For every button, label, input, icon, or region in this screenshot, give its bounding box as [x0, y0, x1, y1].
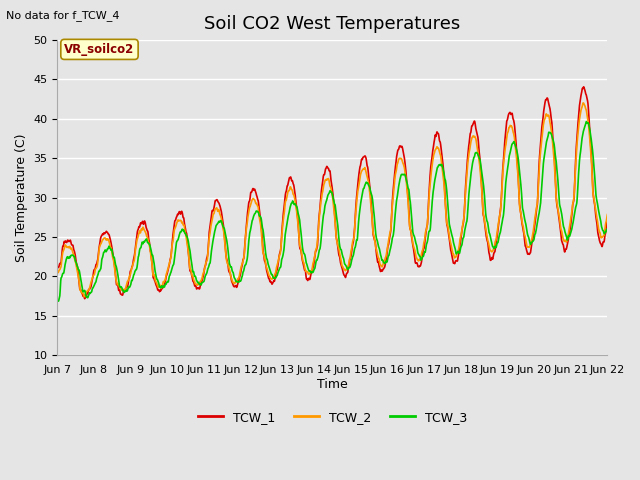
- Text: No data for f_TCW_4: No data for f_TCW_4: [6, 10, 120, 21]
- TCW_3: [264, 263, 272, 268]
- TCW_2: [593, 216, 601, 221]
- TCW_1: [604, 218, 611, 224]
- TCW_1: [580, 84, 588, 90]
- X-axis label: Time: Time: [317, 378, 348, 391]
- Text: VR_soilco2: VR_soilco2: [65, 43, 134, 56]
- TCW_2: [149, 271, 157, 277]
- TCW_3: [116, 285, 124, 290]
- TCW_3: [604, 226, 611, 232]
- TCW_3: [149, 254, 157, 260]
- Line: TCW_1: TCW_1: [58, 87, 607, 299]
- TCW_1: [534, 199, 541, 205]
- TCW_3: [534, 219, 541, 225]
- TCW_2: [604, 212, 611, 217]
- Title: Soil CO2 West Temperatures: Soil CO2 West Temperatures: [204, 15, 461, 33]
- TCW_3: [289, 199, 296, 204]
- TCW_2: [289, 187, 296, 193]
- TCW_1: [116, 290, 124, 296]
- Y-axis label: Soil Temperature (C): Soil Temperature (C): [15, 133, 28, 262]
- Line: TCW_3: TCW_3: [58, 121, 607, 301]
- TCW_2: [116, 286, 124, 292]
- TCW_3: [54, 298, 61, 304]
- TCW_2: [264, 271, 272, 277]
- TCW_3: [54, 299, 62, 304]
- TCW_1: [289, 178, 296, 183]
- TCW_3: [593, 198, 601, 204]
- TCW_1: [264, 275, 272, 281]
- TCW_1: [593, 220, 601, 226]
- Legend: TCW_1, TCW_2, TCW_3: TCW_1, TCW_2, TCW_3: [193, 406, 472, 429]
- TCW_1: [54, 265, 61, 271]
- Line: TCW_2: TCW_2: [58, 103, 607, 297]
- TCW_1: [81, 296, 88, 301]
- TCW_2: [81, 294, 88, 300]
- TCW_1: [149, 273, 157, 278]
- TCW_2: [579, 100, 587, 106]
- TCW_2: [54, 269, 61, 275]
- TCW_3: [582, 119, 590, 124]
- TCW_2: [534, 199, 541, 204]
